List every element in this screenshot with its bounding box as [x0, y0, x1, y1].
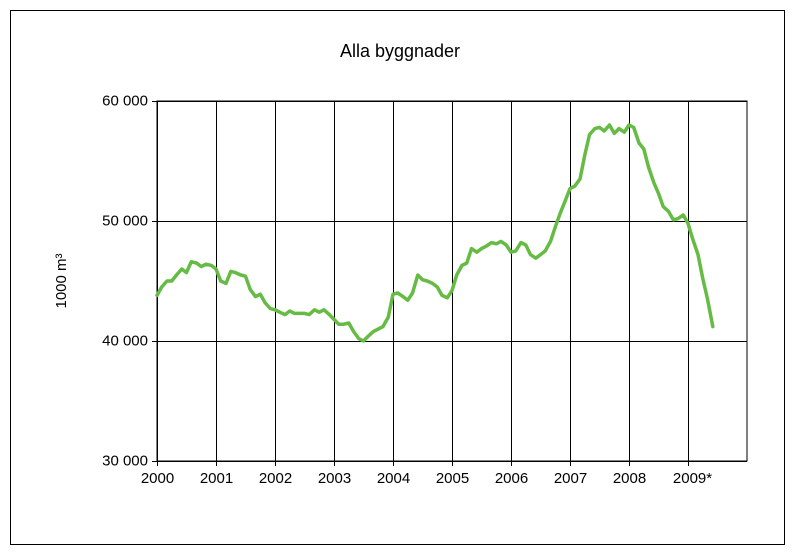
y-tick-label: 60 000 [102, 92, 148, 109]
x-tick-label: 2001 [200, 470, 233, 487]
x-tick-label: 2008 [613, 470, 646, 487]
x-tick-label: 2004 [377, 470, 410, 487]
data-line [155, 123, 715, 343]
y-tick-label: 30 000 [102, 452, 148, 469]
chart-title: Alla byggnader [340, 41, 460, 61]
x-tick-label: 2009* [673, 470, 712, 487]
y-tick-label: 40 000 [102, 332, 148, 349]
x-tick-label: 2002 [259, 470, 292, 487]
x-tick-label: 2006 [495, 470, 528, 487]
x-tick-label: 2000 [141, 470, 174, 487]
x-tick-label: 2007 [554, 470, 587, 487]
y-tick-label: 50 000 [102, 212, 148, 229]
x-tick-label: 2003 [318, 470, 351, 487]
y-axis-label: 1000 m³ [53, 253, 70, 308]
x-tick-label: 2005 [436, 470, 469, 487]
